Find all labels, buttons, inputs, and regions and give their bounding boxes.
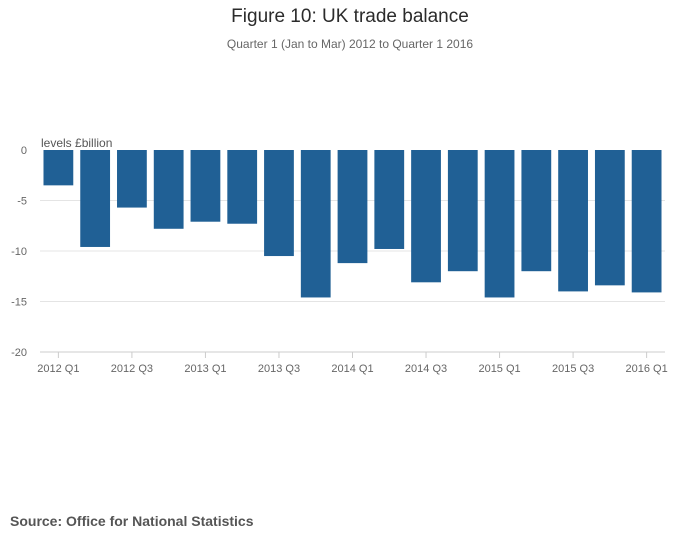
x-tick-label: 2016 Q1: [626, 363, 668, 375]
y-tick-label: -20: [11, 347, 27, 359]
bars: [43, 150, 662, 298]
source-note: Source: Office for National Statistics: [10, 513, 254, 529]
y-tick-label: 0: [21, 145, 27, 157]
y-tick-label: -5: [17, 196, 27, 208]
y-axis-label: levels £billion: [41, 136, 112, 150]
bar-2012-q2: [80, 150, 111, 247]
bar-2014-q3: [411, 150, 441, 283]
bar-2014-q1: [337, 150, 368, 264]
x-tick-label: 2014 Q3: [405, 363, 447, 375]
chart-title: Figure 10: UK trade balance: [231, 6, 469, 27]
x-tick-label: 2012 Q1: [37, 363, 79, 375]
y-tick-label: -10: [11, 246, 27, 258]
bar-2014-q4: [447, 150, 478, 272]
axes: 0 -5 -10 -15 -20 2012 Q1 2012 Q3 2013 Q1 2013 Q3…: [11, 145, 668, 375]
y-tick-label: -15: [11, 297, 27, 309]
bar-2015-q1: [484, 150, 515, 298]
bar-2013-q2: [227, 150, 258, 224]
bar-2015-q2: [521, 150, 552, 272]
x-tick-label: 2015 Q1: [478, 363, 520, 375]
x-tick-label: 2015 Q3: [552, 363, 594, 375]
bar-2014-q2: [374, 150, 405, 249]
bar-2012-q3: [117, 150, 147, 208]
bar-2013-q4: [300, 150, 331, 298]
x-tick-label: 2013 Q3: [258, 363, 300, 375]
bar-2013-q3: [264, 150, 294, 257]
x-tick-label: 2012 Q3: [111, 363, 153, 375]
x-tick-label: 2014 Q1: [331, 363, 373, 375]
x-tick-label: 2013 Q1: [184, 363, 226, 375]
bar-2013-q1: [190, 150, 221, 222]
bar-2012-q1: [43, 150, 74, 186]
bar-2012-q4: [153, 150, 184, 229]
bar-2015-q3: [558, 150, 588, 292]
bar-2015-q4: [594, 150, 625, 286]
chart-subtitle: Quarter 1 (Jan to Mar) 2012 to Quarter 1…: [226, 37, 474, 51]
bar-2016-q1: [631, 150, 662, 293]
